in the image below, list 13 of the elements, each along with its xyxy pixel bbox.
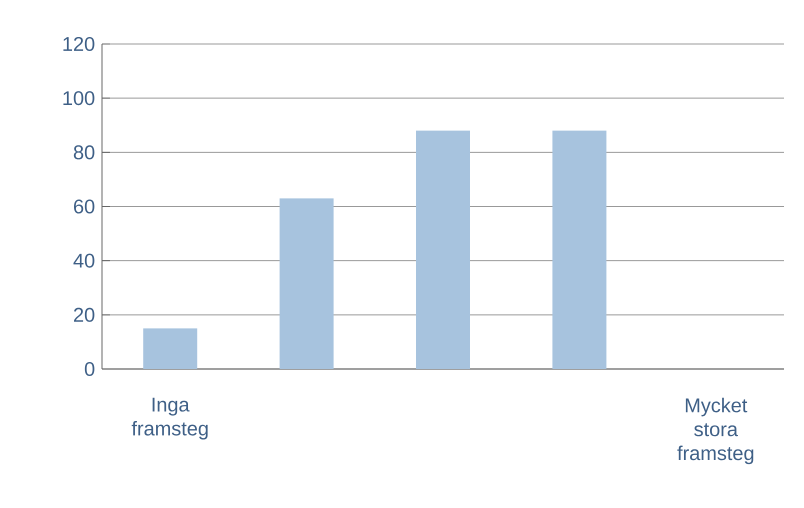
y-tick-label: 60 (74, 199, 94, 214)
y-tick-label: 0 (84, 362, 94, 376)
y-tick-label: 100 (63, 91, 94, 106)
bar (280, 198, 334, 369)
x-tick-label: Mycket stora framsteg (677, 398, 754, 464)
bar (416, 130, 470, 369)
y-tick-label: 120 (63, 36, 94, 52)
x-tick-label: Inga framsteg (132, 398, 208, 440)
bar (552, 130, 606, 369)
bar (143, 328, 198, 369)
y-tick-label: 80 (74, 145, 94, 160)
y-tick-label: 40 (73, 254, 94, 268)
y-tick-label: 20 (74, 308, 94, 322)
